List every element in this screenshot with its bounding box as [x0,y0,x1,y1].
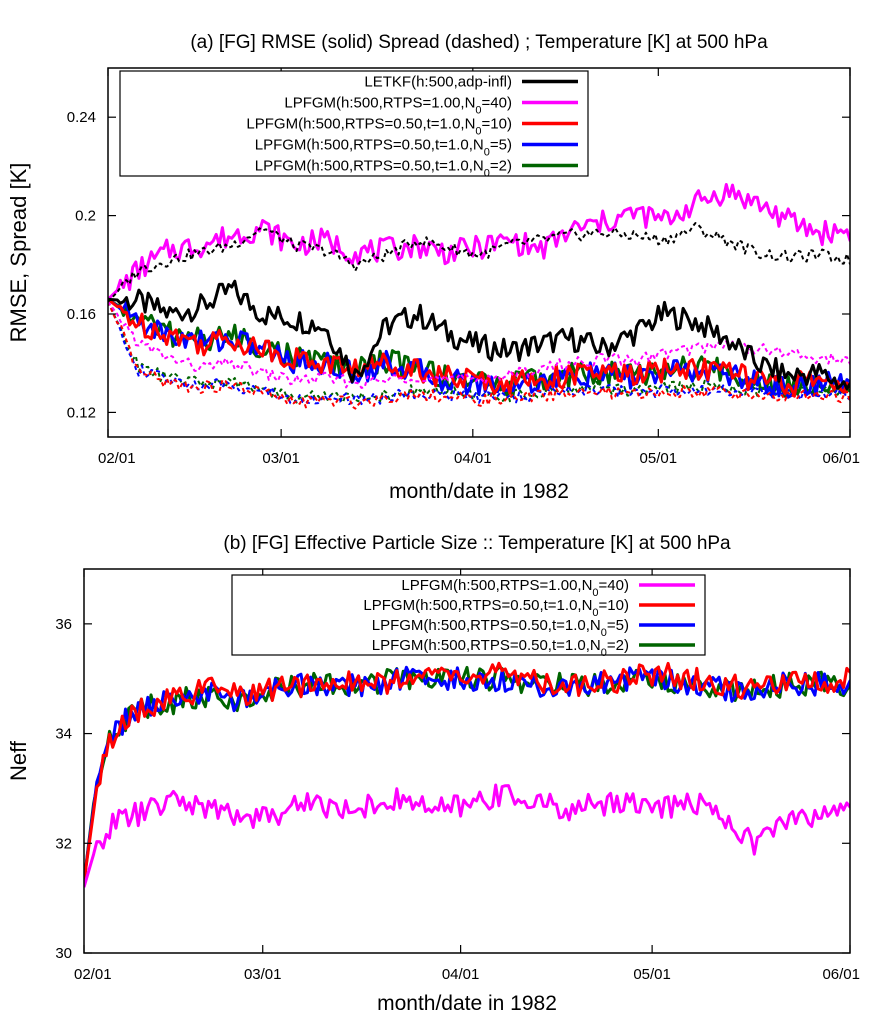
y-axis-label: RMSE, Spread [K] [6,163,31,343]
y-tick-label: 30 [55,945,72,962]
y-tick-label: 34 [55,726,72,743]
plot-frame [107,67,851,438]
legend-label: LPFGM(h:500,RTPS=0.50,t=1.0,N0=5) [372,617,629,639]
chart-title: (b) [FG] Effective Particle Size :: Temp… [223,533,731,554]
y-tick-label: 0.16 [67,306,96,323]
legend-label: LETKF(h:500,adp-infl) [364,74,512,91]
legend-label: LPFGM(h:500,RTPS=1.00,N0=40) [401,577,629,599]
legend-box [119,70,589,177]
chart-panel-b: (b) [FG] Effective Particle Size :: Temp… [6,533,860,1015]
y-tick-label: 0.24 [67,109,96,126]
series-line-rmse-1 [108,279,850,391]
legend-label: LPFGM(h:500,RTPS=1.00,N0=40) [284,95,512,117]
legend-label: LPFGM(h:500,RTPS=0.50,t=1.0,N0=5) [255,137,512,159]
y-tick-label: 36 [55,616,72,633]
x-tick-label: 05/01 [640,450,678,467]
x-tick-label: 02/01 [98,450,136,467]
x-tick-label: 04/01 [454,450,492,467]
series-line-spread-2 [108,301,850,389]
x-tick-label: 05/01 [633,966,671,983]
legend-label: LPFGM(h:500,RTPS=0.50,t=1.0,N0=10) [363,597,629,619]
legend: LETKF(h:500,adp-infl) LPFGM(h:500,RTPS=1.… [119,70,589,180]
x-tick-label: 06/01 [822,966,860,983]
x-axis-label: month/date in 1982 [377,992,557,1015]
x-tick-label: 02/01 [74,966,112,983]
series-line-spread-3 [108,301,850,410]
series-line-spread-5 [108,301,850,404]
plot-frame [83,568,851,954]
legend: LPFGM(h:500,RTPS=1.00,N0=40)LPFGM(h:500,… [231,574,706,659]
plot-area [108,183,850,410]
series-line-values-2 [84,661,850,882]
legend-label: LPFGM(h:500,RTPS=0.50,t=1.0,N0=10) [246,116,512,138]
legend-label: LPFGM(h:500,RTPS=0.50,t=1.0,N0=2) [255,158,512,180]
series-line-values-1 [84,783,850,888]
x-axis-label: month/date in 1982 [389,480,569,503]
y-axis-label: Neff [6,740,31,781]
x-tick-label: 03/01 [244,966,282,983]
series-line-rmse-3 [108,298,850,398]
plot-area [84,661,850,888]
series-line-rmse-2 [108,183,850,301]
y-tick-label: 32 [55,835,72,852]
x-tick-label: 06/01 [822,450,860,467]
y-tick-label: 0.12 [67,404,96,421]
series-line-spread-1 [108,222,850,303]
x-tick-label: 03/01 [262,450,300,467]
legend-label: LPFGM(h:500,RTPS=0.50,t=1.0,N0=2) [372,637,629,659]
x-tick-label: 04/01 [442,966,480,983]
y-tick-label: 0.2 [75,208,96,225]
chart-panel-a: (a) [FG] RMSE (solid) Spread (dashed) ; … [6,32,860,503]
legend-box [231,574,706,656]
chart-title: (a) [FG] RMSE (solid) Spread (dashed) ; … [190,32,768,53]
